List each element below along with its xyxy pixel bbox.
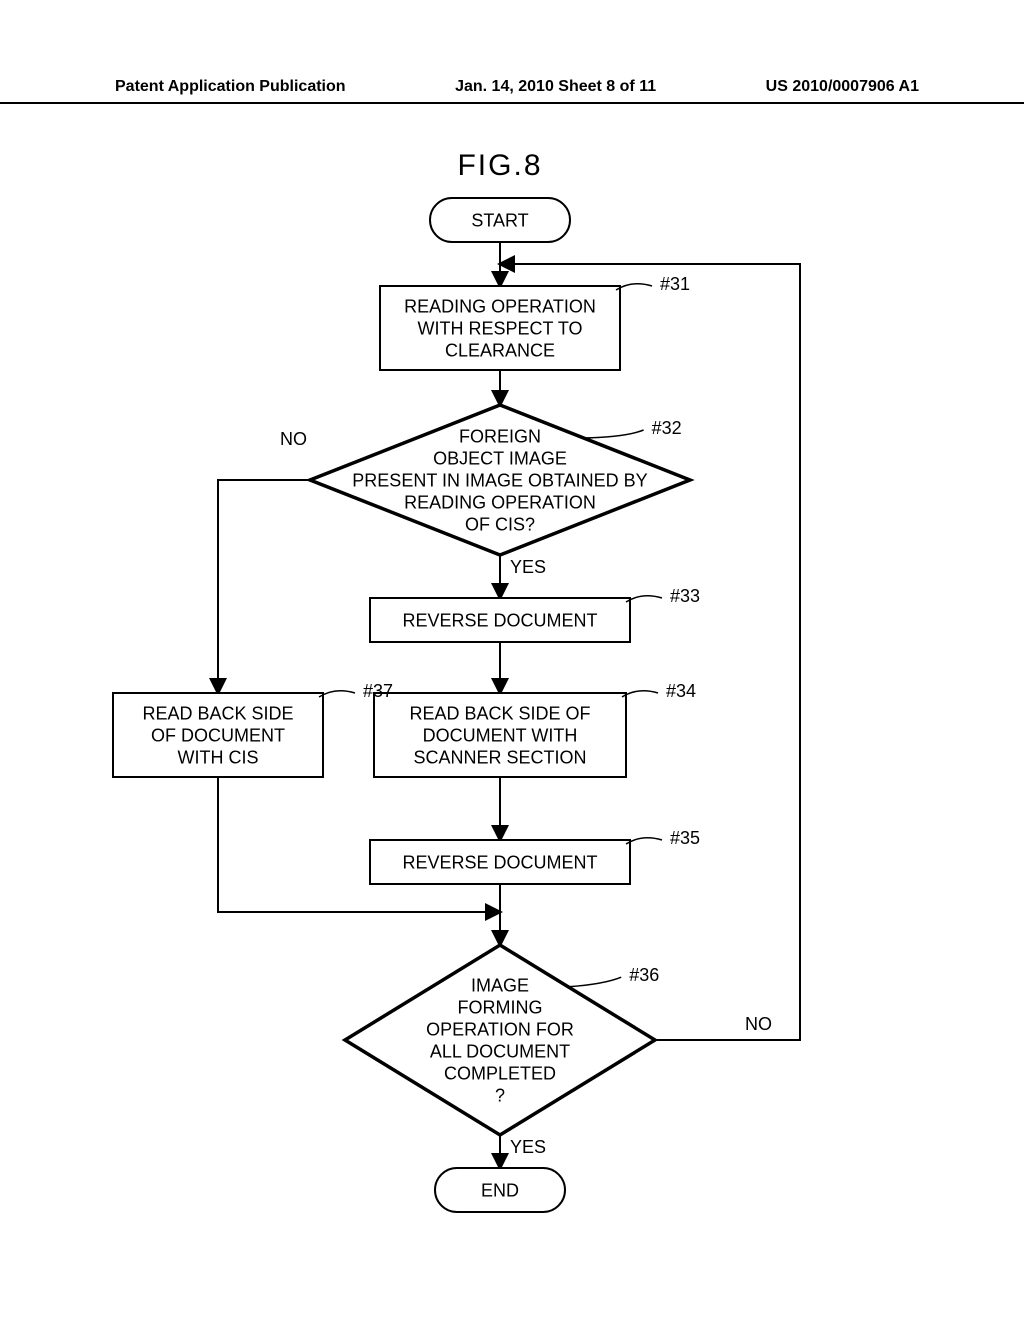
node-text: END — [481, 1180, 519, 1200]
node-text: WITH CIS — [178, 747, 259, 767]
figure-title: FIG.8 — [457, 149, 542, 182]
step-label: #34 — [666, 681, 696, 701]
node-end: END — [435, 1168, 565, 1212]
node-text: OBJECT IMAGE — [433, 448, 567, 468]
node-text: IMAGE — [471, 975, 529, 995]
step-label: #32 — [652, 418, 682, 438]
node-text: WITH RESPECT TO — [417, 318, 582, 338]
step-label: #37 — [363, 681, 393, 701]
node-text: FOREIGN — [459, 426, 541, 446]
node-text: READ BACK SIDE OF — [409, 703, 590, 723]
step-label: #31 — [660, 274, 690, 294]
node-text: OF DOCUMENT — [151, 725, 285, 745]
node-text: REVERSE DOCUMENT — [402, 610, 597, 630]
node-text: CLEARANCE — [445, 340, 555, 360]
node-start: START — [430, 198, 570, 242]
page: Patent Application Publication Jan. 14, … — [0, 0, 1024, 1320]
node-text: READ BACK SIDE — [142, 703, 293, 723]
node-text: PRESENT IN IMAGE OBTAINED BY — [352, 470, 647, 490]
node-text: FORMING — [458, 997, 543, 1017]
step-label: #36 — [629, 965, 659, 985]
flowchart-svg: FIG.8STARTREADING OPERATIONWITH RESPECT … — [0, 0, 1024, 1320]
node-n34: READ BACK SIDE OFDOCUMENT WITHSCANNER SE… — [374, 681, 696, 777]
step-label: #33 — [670, 586, 700, 606]
node-n35: REVERSE DOCUMENT #35 — [370, 828, 700, 884]
node-text: READING OPERATION — [404, 296, 596, 316]
branch-label-yes1: YES — [510, 557, 546, 577]
node-n37: READ BACK SIDEOF DOCUMENTWITH CIS #37 — [113, 681, 393, 777]
nodes-group: STARTREADING OPERATIONWITH RESPECT TOCLE… — [113, 198, 700, 1212]
node-text: OF CIS? — [465, 514, 535, 534]
node-text: DOCUMENT WITH — [423, 725, 578, 745]
node-n36: IMAGEFORMINGOPERATION FORALL DOCUMENTCOM… — [345, 945, 659, 1135]
node-text: START — [471, 210, 528, 230]
node-n32: FOREIGNOBJECT IMAGEPRESENT IN IMAGE OBTA… — [310, 405, 690, 555]
node-n33: REVERSE DOCUMENT #33 — [370, 586, 700, 642]
node-text: SCANNER SECTION — [413, 747, 586, 767]
node-text: READING OPERATION — [404, 492, 596, 512]
branch-label-no2: NO — [745, 1014, 772, 1034]
step-label: #35 — [670, 828, 700, 848]
node-text: COMPLETED — [444, 1063, 556, 1083]
node-n31: READING OPERATIONWITH RESPECT TOCLEARANC… — [380, 274, 690, 370]
edge — [500, 264, 800, 1040]
node-text: ? — [495, 1085, 505, 1105]
branch-label-no1: NO — [280, 429, 307, 449]
node-text: OPERATION FOR — [426, 1019, 574, 1039]
node-text: REVERSE DOCUMENT — [402, 852, 597, 872]
edge — [218, 480, 310, 693]
node-text: ALL DOCUMENT — [430, 1041, 570, 1061]
branch-label-yes2: YES — [510, 1137, 546, 1157]
